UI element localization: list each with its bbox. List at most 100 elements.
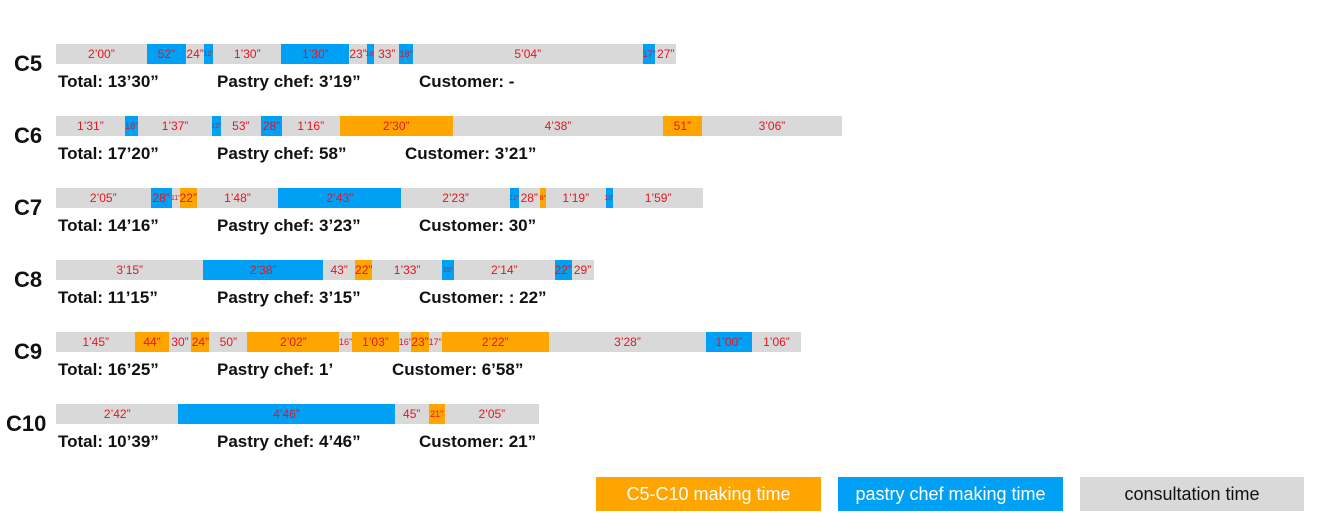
segment-pastry: 15” bbox=[442, 260, 454, 280]
segment-consultation: 53” bbox=[220, 116, 261, 136]
segment-duration-label: 1’30” bbox=[233, 47, 261, 61]
segment-pastry: 1’30” bbox=[281, 44, 350, 64]
segment-duration-label: 1’48” bbox=[224, 191, 251, 205]
segment-making: 23” bbox=[411, 332, 429, 352]
segment-making: 24” bbox=[191, 332, 210, 352]
segment-duration-label: 2’00” bbox=[88, 47, 115, 61]
segment-duration-label: 2’02” bbox=[280, 335, 307, 349]
timeline-bar: 2’42” 4’46” 45” 21” 2’05” bbox=[56, 404, 540, 424]
segment-consultation: 43” bbox=[322, 260, 356, 280]
segment-consultation: 2’05” bbox=[56, 188, 151, 208]
segment-duration-label: 22” bbox=[179, 191, 197, 205]
segment-duration-label: 22” bbox=[355, 263, 373, 277]
segment-pastry: 1’00” bbox=[706, 332, 752, 352]
row-label: C9 bbox=[14, 339, 43, 364]
segment-duration-label: 1’31” bbox=[77, 119, 104, 133]
segment-duration-label: 8” bbox=[539, 194, 546, 202]
segment-consultation: 1’30” bbox=[213, 44, 282, 64]
segment-duration-label: 4’38” bbox=[544, 119, 572, 133]
segment-consultation: 29” bbox=[571, 260, 594, 280]
pastry-chef-text: Pastry chef: 4’46” bbox=[217, 432, 361, 451]
segment-pastry: 52” bbox=[146, 44, 187, 64]
segment-consultation: 50” bbox=[209, 332, 248, 352]
segment-consultation: 1’45” bbox=[56, 332, 136, 352]
segment-duration-label: 24” bbox=[191, 335, 210, 349]
segment-duration-label: 44” bbox=[143, 335, 161, 349]
segment-duration-label: 10” bbox=[365, 50, 376, 58]
segment-consultation: 27” bbox=[655, 44, 676, 64]
segment-consultation: 5’04” bbox=[412, 44, 643, 64]
row-label: C8 bbox=[14, 267, 43, 292]
timeline-bar: 2’00” 52” 24” 12” 1’30” 1’30” 23” 10” 33” 18” 5’04… bbox=[56, 44, 676, 64]
segment-duration-label: 12” bbox=[509, 194, 520, 202]
row-label: C10 bbox=[6, 411, 47, 436]
segment-consultation: 1’31” bbox=[56, 116, 125, 136]
legend-pastry: pastry chef making time bbox=[838, 477, 1063, 511]
segment-pastry: 28” bbox=[260, 116, 283, 136]
segment-duration-label: 2’30” bbox=[382, 119, 410, 133]
segment-making: 21” bbox=[428, 404, 445, 424]
segment-duration-label: 24” bbox=[186, 47, 204, 61]
pastry-chef-text: Pastry chef: 1’ bbox=[217, 360, 334, 379]
segment-consultation: 2’00” bbox=[56, 44, 147, 64]
segment-duration-label: 28” bbox=[262, 119, 281, 133]
segment-duration-label: 2’38” bbox=[249, 263, 277, 277]
segment-duration-label: 2’22” bbox=[481, 335, 509, 349]
segment-duration-label: 1’06” bbox=[763, 335, 790, 349]
segment-consultation: 1’19” bbox=[545, 188, 606, 208]
segment-duration-label: 2’23” bbox=[442, 191, 469, 205]
segment-pastry: 2’38” bbox=[203, 260, 323, 280]
segment-duration-label: 1’19” bbox=[562, 191, 590, 205]
segment-making: 51” bbox=[663, 116, 702, 136]
segment-pastry: 12” bbox=[204, 44, 214, 64]
segment-duration-label: 2’14” bbox=[490, 263, 518, 277]
customer-text: Customer: 6’58” bbox=[392, 360, 524, 379]
segment-duration-label: 5’04” bbox=[514, 47, 542, 61]
total-text: Total: 16’25” bbox=[58, 360, 159, 379]
segment-duration-label: 52” bbox=[157, 47, 176, 61]
customer-text: Customer: : 22” bbox=[419, 288, 547, 307]
segment-duration-label: 53” bbox=[232, 119, 250, 133]
segment-duration-label: 12” bbox=[211, 122, 222, 130]
segment-duration-label: 28” bbox=[520, 191, 538, 205]
segment-duration-label: 23” bbox=[349, 47, 367, 61]
segment-making: 1’03” bbox=[351, 332, 400, 352]
segment-duration-label: 3’15” bbox=[116, 263, 144, 277]
timeline-bar: 2’05” 28” 11” 22” 1’48” 2’43” 2’23” 12” 28” 8” 1’1… bbox=[56, 188, 704, 208]
segment-consultation: 3’28” bbox=[548, 332, 707, 352]
segment-duration-label: 1’16” bbox=[297, 119, 325, 133]
timeline-bar: 3’15” 2’38” 43” 22” 1’33” 15” 2’14” 22” 29” bbox=[56, 260, 594, 280]
segment-making: 2’02” bbox=[247, 332, 340, 352]
segment-making: 8” bbox=[540, 188, 546, 208]
segment-consultation: 4’38” bbox=[452, 116, 664, 136]
segment-pastry: 18” bbox=[124, 116, 139, 136]
segment-making: 2’30” bbox=[339, 116, 453, 136]
segment-duration-label: 17” bbox=[428, 336, 442, 347]
segment-consultation: 2’14” bbox=[453, 260, 555, 280]
segment-duration-label: 27” bbox=[657, 47, 675, 61]
segment-consultation: 16” bbox=[399, 332, 412, 352]
segment-consultation: 1’06” bbox=[751, 332, 802, 352]
customer-text: Customer: - bbox=[419, 72, 515, 91]
legend-making: C5-C10 making time bbox=[596, 477, 821, 511]
segment-duration-label: 3’06” bbox=[758, 119, 786, 133]
segment-duration-label: 15” bbox=[442, 266, 454, 274]
pastry-chef-text: Pastry chef: 3’15” bbox=[217, 288, 361, 307]
customer-text: Customer: 30” bbox=[419, 216, 537, 235]
total-text: Total: 10’39” bbox=[58, 432, 159, 451]
segment-pastry: 12” bbox=[509, 188, 520, 208]
segment-consultation: 24” bbox=[186, 44, 205, 64]
segment-making: 22” bbox=[180, 188, 197, 208]
segment-consultation: 33” bbox=[374, 44, 400, 64]
segment-consultation: 2’42” bbox=[56, 404, 179, 424]
segment-duration-label: 21” bbox=[430, 408, 444, 419]
segment-pastry: 2’43” bbox=[278, 188, 402, 208]
segment-duration-label: 4’46” bbox=[273, 407, 300, 421]
segment-duration-label: 28” bbox=[152, 191, 170, 205]
pastry-chef-text: Pastry chef: 58” bbox=[217, 144, 347, 163]
segment-pastry: 4’46” bbox=[178, 404, 395, 424]
segment-pastry: 10” bbox=[604, 188, 614, 208]
segment-duration-label: 1’45” bbox=[82, 335, 110, 349]
segment-duration-label: 2’05” bbox=[89, 191, 117, 205]
